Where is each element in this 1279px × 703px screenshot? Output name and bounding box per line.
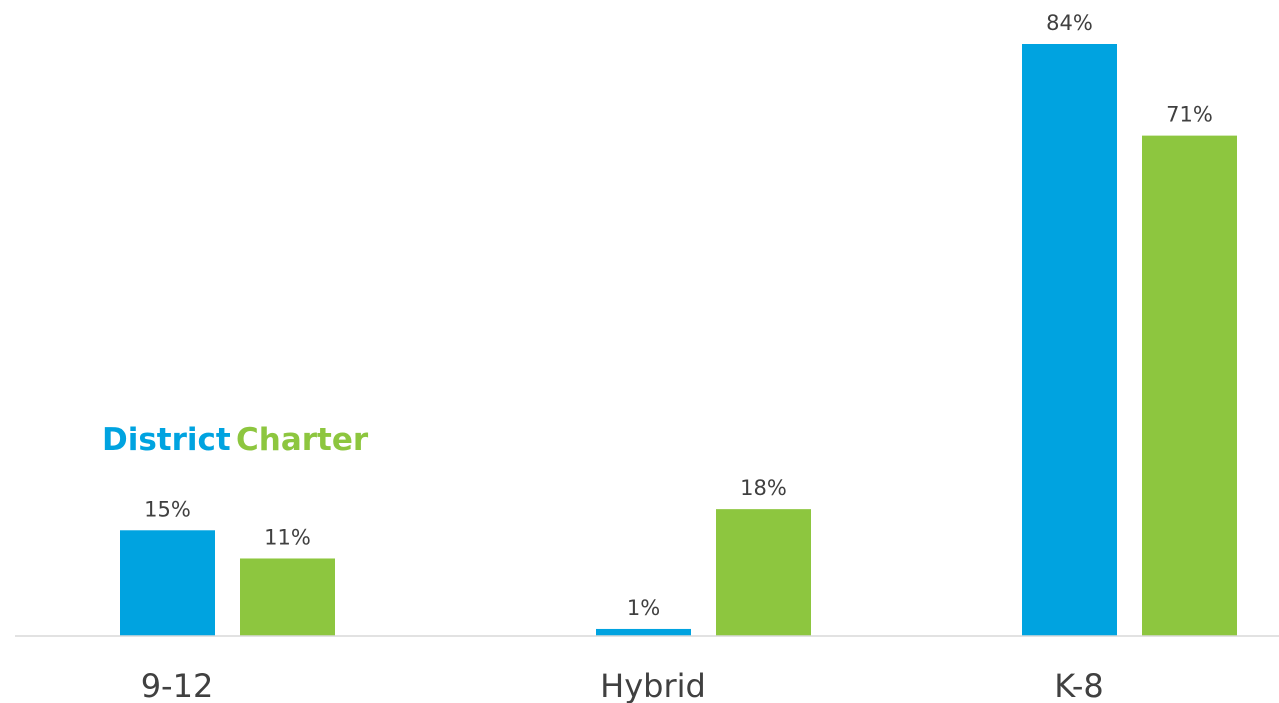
category-label-hybrid: Hybrid xyxy=(600,667,706,703)
data-label-district-k-8: 84% xyxy=(1046,11,1093,35)
category-label-9-12: 9-12 xyxy=(141,667,214,703)
bar-district-9-12 xyxy=(120,530,215,636)
legend: District Charter xyxy=(102,422,369,458)
bar-charter-9-12 xyxy=(240,558,335,636)
bar-district-k-8 xyxy=(1022,44,1117,636)
bar-district-hybrid xyxy=(596,628,691,636)
bar-charter-hybrid xyxy=(716,509,811,636)
category-labels-group: 9-12 Hybrid K-8 xyxy=(141,667,1104,703)
data-label-charter-hybrid: 18% xyxy=(740,476,787,500)
data-label-charter-k-8: 71% xyxy=(1166,103,1213,127)
bars-group xyxy=(120,44,1237,636)
bar-charter-k-8 xyxy=(1142,135,1237,636)
legend-entry-district: District xyxy=(102,422,231,458)
data-labels-group: 15% 11% 1% 18% 84% 71% xyxy=(144,11,1213,620)
legend-entry-charter: Charter xyxy=(236,422,369,458)
data-label-district-9-12: 15% xyxy=(144,497,191,521)
category-label-k-8: K-8 xyxy=(1054,667,1104,703)
data-label-district-hybrid: 1% xyxy=(627,596,660,620)
data-label-charter-9-12: 11% xyxy=(264,525,311,549)
